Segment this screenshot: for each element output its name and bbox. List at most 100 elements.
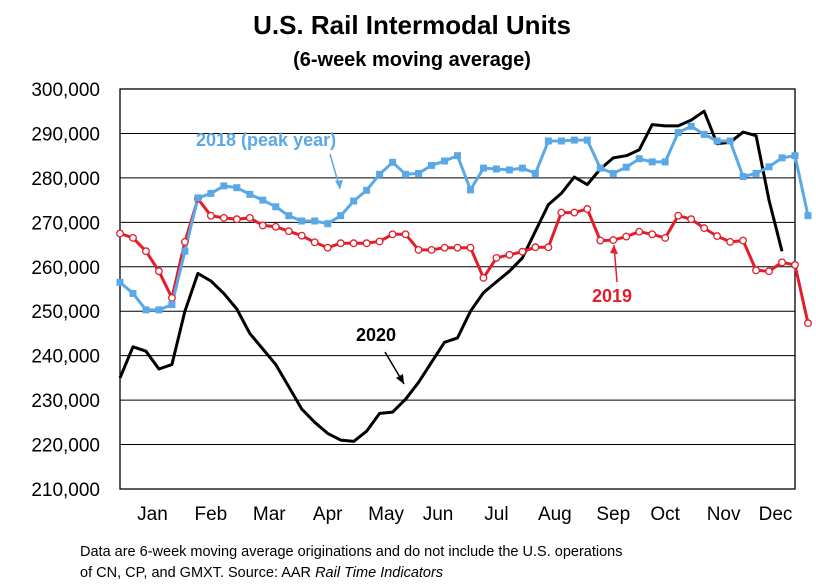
data-point-2019 bbox=[401, 230, 410, 239]
x-tick-label-nov: Nov bbox=[707, 504, 741, 525]
data-point-2018 bbox=[544, 137, 552, 145]
data-point-2018 bbox=[648, 158, 656, 166]
data-point-2018 bbox=[700, 130, 708, 138]
data-point-2019 bbox=[739, 236, 748, 245]
data-point-2018 bbox=[804, 212, 812, 220]
data-point-2018 bbox=[778, 154, 786, 162]
data-point-2018 bbox=[142, 306, 150, 314]
data-point-2019 bbox=[804, 319, 812, 328]
data-point-2019 bbox=[427, 245, 436, 254]
data-point-2018 bbox=[466, 186, 474, 194]
data-point-2018 bbox=[181, 247, 189, 255]
data-point-2019 bbox=[505, 250, 514, 259]
data-point-2019 bbox=[700, 224, 709, 233]
x-tick-label-aug: Aug bbox=[538, 504, 572, 525]
data-point-2018 bbox=[324, 220, 332, 228]
data-point-2019 bbox=[349, 239, 358, 248]
data-point-2019 bbox=[206, 211, 215, 220]
data-point-2019 bbox=[557, 208, 566, 217]
data-point-2018 bbox=[505, 166, 513, 174]
data-point-2018 bbox=[298, 217, 306, 225]
x-tick-label-mar: Mar bbox=[253, 504, 286, 525]
data-point-2019 bbox=[323, 243, 332, 252]
data-point-2019 bbox=[440, 243, 449, 252]
data-point-2018 bbox=[713, 137, 721, 145]
data-point-2018 bbox=[622, 163, 630, 171]
data-point-2018 bbox=[765, 163, 773, 171]
x-axis-month-labels: Jan Feb Mar Apr May Jun Jul Aug Sep Oct Nov Dec bbox=[137, 504, 792, 525]
data-point-2018 bbox=[155, 306, 163, 314]
data-point-2019 bbox=[271, 222, 280, 231]
annotation-2018-label: 2018 (peak year) bbox=[196, 130, 336, 150]
data-point-2018 bbox=[285, 212, 293, 220]
footnote-source-prefix: of CN, CP, and GMXT. Source: AAR bbox=[80, 565, 315, 581]
data-point-2018 bbox=[168, 301, 176, 309]
data-point-2018 bbox=[129, 289, 137, 297]
data-point-2018 bbox=[116, 278, 124, 286]
data-point-2018 bbox=[687, 122, 695, 130]
data-point-2018 bbox=[596, 164, 604, 172]
data-point-2018 bbox=[583, 136, 591, 144]
data-point-2018 bbox=[441, 157, 449, 165]
data-point-2019 bbox=[674, 211, 683, 220]
data-point-2019 bbox=[180, 237, 189, 246]
y-axis-tick-labels: 300,000 290,000 280,000 270,000 260,000 250,0… bbox=[31, 80, 100, 501]
data-point-2018 bbox=[402, 170, 410, 178]
data-point-2019 bbox=[258, 221, 267, 230]
data-point-2019 bbox=[635, 227, 644, 236]
y-tick-label: 270,000 bbox=[31, 213, 100, 234]
data-point-2019 bbox=[453, 243, 462, 252]
series-lines bbox=[118, 109, 810, 443]
data-point-2019 bbox=[154, 267, 163, 276]
y-tick-label: 220,000 bbox=[31, 436, 100, 457]
data-point-2019 bbox=[310, 238, 319, 247]
data-point-2018 bbox=[791, 152, 799, 160]
data-point-2018 bbox=[363, 186, 371, 194]
data-point-2018 bbox=[389, 158, 397, 166]
footnote-line-1: Data are 6-week moving average originati… bbox=[80, 544, 622, 560]
data-point-2018 bbox=[194, 194, 202, 202]
data-point-2019 bbox=[531, 243, 540, 252]
data-point-2018 bbox=[518, 164, 526, 172]
chart-subtitle: (6-week moving average) bbox=[293, 49, 531, 71]
data-point-2019 bbox=[791, 261, 799, 269]
data-point-2018 bbox=[246, 190, 254, 198]
annotation-2020-label: 2020 bbox=[356, 325, 396, 345]
data-point-2019 bbox=[142, 247, 150, 256]
data-point-2018 bbox=[220, 182, 228, 190]
data-point-2019 bbox=[765, 267, 773, 276]
x-tick-label-may: May bbox=[368, 504, 404, 525]
data-point-2018 bbox=[674, 129, 682, 137]
data-point-2019 bbox=[336, 239, 345, 248]
y-tick-label: 240,000 bbox=[31, 347, 100, 368]
data-point-2018 bbox=[609, 169, 617, 177]
annotation-2019-arrowhead bbox=[610, 245, 618, 254]
data-point-2019 bbox=[375, 237, 384, 246]
gridlines bbox=[120, 132, 795, 446]
data-point-2019 bbox=[596, 236, 605, 245]
data-point-2018 bbox=[726, 137, 734, 145]
y-tick-label: 260,000 bbox=[31, 258, 100, 279]
data-point-2019 bbox=[414, 245, 423, 254]
data-point-2019 bbox=[778, 258, 786, 267]
y-tick-label: 290,000 bbox=[31, 124, 100, 145]
data-point-2019 bbox=[284, 227, 293, 236]
series-markers bbox=[116, 122, 812, 328]
data-point-2019 bbox=[713, 232, 722, 241]
data-point-2019 bbox=[362, 239, 371, 248]
data-point-2018 bbox=[207, 189, 215, 197]
y-tick-label: 300,000 bbox=[31, 80, 100, 101]
data-point-2019 bbox=[622, 232, 631, 241]
data-point-2019 bbox=[232, 215, 241, 224]
x-tick-label-jul: Jul bbox=[484, 504, 508, 525]
data-point-2019 bbox=[544, 243, 553, 252]
data-point-2019 bbox=[388, 230, 397, 239]
data-point-2019 bbox=[492, 253, 501, 262]
data-point-2018 bbox=[531, 169, 539, 177]
annotation-2019-label: 2019 bbox=[592, 286, 632, 306]
annotations: 2018 (peak year) 2019 2020 bbox=[196, 130, 632, 385]
data-point-2019 bbox=[570, 208, 579, 217]
series-line-2020 bbox=[118, 109, 784, 443]
data-point-2018 bbox=[661, 158, 669, 166]
